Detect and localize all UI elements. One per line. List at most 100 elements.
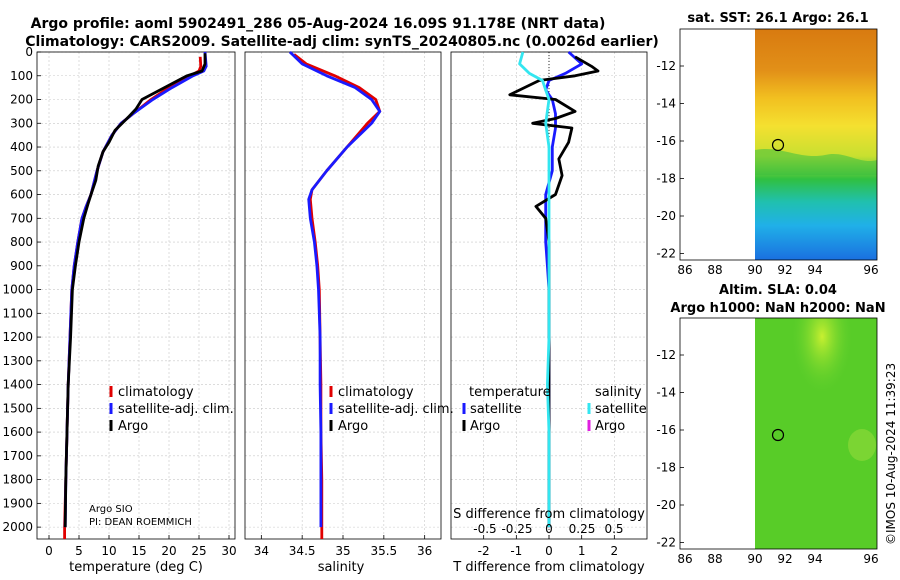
annotation-pi: PI: DEAN ROEMMICH [89,517,192,528]
legend-label-s-argo: Argo [595,419,625,434]
salinity-xlabel: salinity [318,560,365,575]
temperature-x-ticks: 0 5 10 15 20 25 30 [45,535,237,558]
depth-tick-label: 500 [10,164,33,178]
map-y-tick-label: -20 [656,498,676,512]
depth-tick-label: 1000 [2,283,33,297]
difference-legend: temperature salinity satellite Argo sate… [462,385,647,434]
x-tick-label: 36 [417,544,432,558]
depth-tick-label: 700 [10,211,33,225]
legend-label-s-satellite: satellite [595,402,647,417]
legend-label-argo: Argo [118,419,148,434]
x-tick-label: 1 [578,544,586,558]
series-line-argo [63,53,207,528]
map-y-tick-label: -14 [656,386,676,400]
difference-s-ticks: -0.5 -0.25 0 0.25 0.5 [473,522,623,536]
difference-panel: -2 -1 0 1 2 -0.5 -0.25 0 0.25 0.5 T difference f… [450,50,648,575]
sla-map-panel: Altim. SLA: 0.04 Argo h1000: NaN h2000: … [656,283,885,566]
depth-tick-label: 1500 [2,401,33,415]
map-x-tick-label: 88 [707,263,722,277]
salinity-x-ticks: 34 34.5 35 35.5 36 [254,535,432,558]
map-y-tick-label: -16 [656,423,676,437]
x-tick-label: 20 [161,544,176,558]
x-tick-label: 5 [75,544,83,558]
difference-x-ticks: -2 -1 0 1 2 [478,535,618,558]
s-tick-label: -0.25 [501,522,532,536]
map-x-tick-label: 94 [807,263,822,277]
legend-label-t-argo: Argo [470,419,500,434]
s-tick-label: 0.25 [569,522,596,536]
depth-tick-label: 300 [10,116,33,130]
map-y-tick-label: -12 [656,59,676,73]
depth-tick-label: 1400 [2,378,33,392]
x-tick-label: 0 [45,544,53,558]
temperature-legend: climatology satellite-adj. clim. Argo [109,385,234,434]
legend-label-climatology: climatology [118,385,194,400]
map-y-tick-label: -18 [656,461,676,475]
temperature-panel: 0 5 10 15 20 25 30 0 100 200 300 400 500 600 700 800 90… [2,45,236,575]
depth-tick-label: 900 [10,259,33,273]
salinity-panel: 34 34.5 35 35.5 36 salinity climatology sate… [244,50,454,575]
map-y-tick-label: -22 [656,536,676,550]
sst-float-location-marker [771,138,785,152]
map-x-tick-label: 92 [777,552,792,566]
depth-tick-label: 0 [25,45,33,59]
x-tick-label: 34 [254,544,269,558]
sst-field [755,29,877,260]
x-tick-label: 15 [131,544,146,558]
s-tick-label: 0 [545,522,553,536]
map-y-tick-label: -14 [656,97,676,111]
map-x-tick-label: 88 [707,552,722,566]
legend-label-t-satellite: satellite [470,402,522,417]
depth-tick-label: 400 [10,140,33,154]
depth-y-ticks: 0 100 200 300 400 500 600 700 800 900 1000 1100 1200… [2,45,41,534]
x-tick-label: 25 [191,544,206,558]
title-line-1: Argo profile: aoml 5902491_286 05-Aug-20… [31,16,606,32]
depth-tick-label: 1100 [2,306,33,320]
sla-ticks: 86 88 90 92 94 96 -12 -14 -16 -18 -20 -22 [656,348,878,566]
s-tick-label: -0.5 [473,522,496,536]
map-x-tick-label: 86 [677,263,692,277]
series-line-satellite-adj-clim- [288,50,382,528]
series-line-salinity-satellite [518,51,551,528]
map-x-tick-label: 94 [807,552,822,566]
x-tick-label: 10 [101,544,116,558]
depth-tick-label: 1800 [2,473,33,487]
sst-axes-box [679,28,878,261]
series-line-climatology [63,56,203,539]
map-y-tick-label: -12 [656,348,676,362]
depth-tick-label: 1200 [2,330,33,344]
map-x-tick-label: 92 [777,263,792,277]
depth-tick-label: 1600 [2,425,33,439]
title-line-2: Climatology: CARS2009. Satellite-adj cli… [25,34,659,50]
annotation-argo-sio: Argo SIO [89,504,133,515]
sst-front [755,148,877,175]
map-x-tick-label: 96 [863,263,878,277]
legend-title-temperature: temperature [469,385,551,400]
temperature-xlabel: temperature (deg C) [69,560,203,575]
map-y-tick-label: -18 [656,172,676,186]
x-tick-label: -2 [478,544,490,558]
map-y-tick-label: -20 [656,209,676,223]
x-tick-label: 35 [335,544,350,558]
x-tick-label: 34.5 [289,544,316,558]
series-line-temperature-argo [508,55,600,528]
temperature-grid [37,51,235,539]
sst-title: sat. SST: 26.1 Argo: 26.1 [687,11,868,26]
map-x-tick-label: 90 [747,552,762,566]
map-x-tick-label: 86 [677,552,692,566]
legend-label-satellite: satellite-adj. clim. [118,402,234,417]
sst-map-panel: sat. SST: 26.1 Argo: 26.1 86 88 90 92 94 96 -1… [656,11,878,277]
x-tick-label: 2 [611,544,619,558]
sla-anomaly [848,429,876,461]
legend-label-satellite: satellite-adj. clim. [338,402,454,417]
legend-title-salinity: salinity [595,385,642,400]
temperature-axes-box [36,51,236,540]
s-tick-label: 0.5 [604,522,623,536]
x-tick-label: 30 [221,544,236,558]
map-y-tick-label: -16 [656,134,676,148]
sla-title-2: Argo h1000: NaN h2000: NaN [670,301,885,316]
difference-xlabel-top: S difference from climatology [453,507,645,522]
depth-tick-label: 1700 [2,449,33,463]
sla-title-1: Altim. SLA: 0.04 [719,283,837,298]
